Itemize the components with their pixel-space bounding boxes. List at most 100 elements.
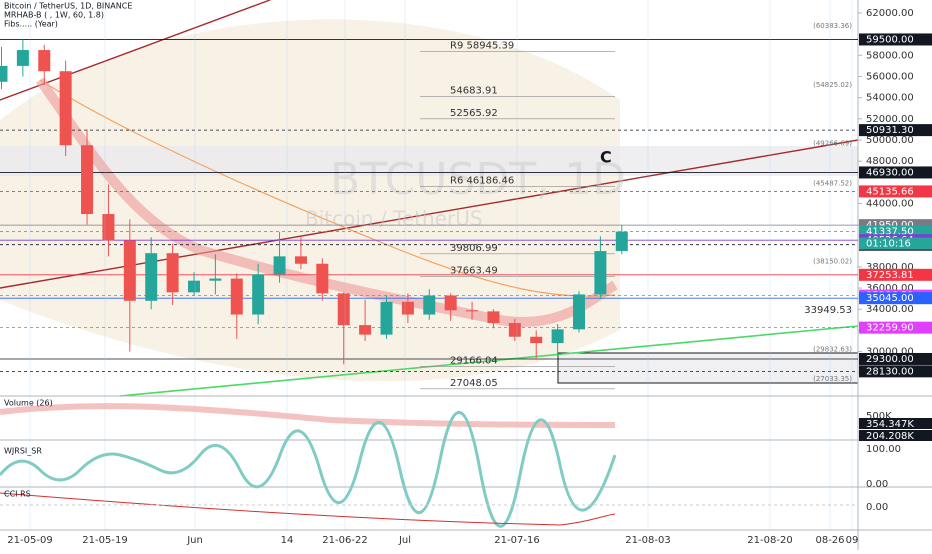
- y-tick-label: 54000.00: [866, 93, 914, 104]
- pane-title: WJRSI_SR: [4, 447, 42, 456]
- pane-tick: 0.00: [866, 502, 888, 513]
- fib-label: (49266.69): [813, 140, 852, 148]
- pane-tick: 0.00: [866, 479, 888, 490]
- price-tag: [859, 268, 932, 281]
- candle-body: [16, 50, 29, 66]
- price-tag: [859, 166, 932, 179]
- rsi-line: [0, 410, 617, 528]
- pivot-label: 39806.99: [450, 243, 498, 254]
- candle-body: [294, 256, 307, 264]
- price-tag-label: 50931.30: [866, 125, 914, 136]
- y-tick-label: 52000.00: [866, 114, 914, 125]
- candle-body: [38, 50, 51, 72]
- countdown-tag: [859, 237, 932, 250]
- price-tag: [859, 321, 932, 334]
- x-tick-label: Jun: [186, 535, 203, 546]
- watermark-title: BTCUSDT, 1D: [330, 154, 626, 205]
- candle-body: [145, 253, 158, 301]
- y-tick-label: 58000.00: [866, 50, 914, 61]
- header-fibs: Fibs..... (Year): [4, 20, 58, 29]
- cci-line: [0, 492, 616, 526]
- pane-tag: [859, 418, 932, 429]
- side-label: 33949.53: [804, 305, 852, 316]
- y-tick-label: 30000.00: [866, 347, 914, 358]
- candle-body: [594, 251, 607, 295]
- candle-body: [508, 322, 521, 337]
- candle-body: [209, 278, 222, 281]
- header-indicator: MRHAB-B ( , 1W, 60, 1.8): [4, 11, 104, 20]
- y-tick-label: 62000.00: [866, 8, 914, 19]
- pivot-label: 52565.92: [450, 108, 498, 119]
- candle-body: [337, 293, 350, 326]
- countdown: 01:10:16: [866, 239, 911, 250]
- pivot-label: 27048.05: [450, 378, 498, 389]
- price-tag: [859, 365, 932, 378]
- x-tick-label: 21-08-03: [625, 535, 670, 546]
- pane-tag: [859, 430, 932, 441]
- candle-body: [380, 301, 393, 335]
- candle-body: [487, 311, 500, 323]
- zone-label: C: [600, 148, 612, 167]
- price-tag-label: 59500.00: [866, 34, 914, 45]
- fib-label: (27033.35): [813, 375, 852, 383]
- candle-body: [102, 214, 115, 241]
- x-tick-label: 08-26: [815, 535, 844, 546]
- x-tick-label: 09: [846, 535, 859, 546]
- pane-tag-label: 204.208K: [866, 431, 914, 442]
- price-tag: [859, 352, 932, 365]
- candle-body: [615, 231, 628, 252]
- candle-body: [359, 325, 372, 335]
- candle-body: [551, 329, 564, 344]
- price-tag: [859, 124, 932, 137]
- pane-title: CCI RS: [4, 490, 31, 499]
- price-tag-label: 29300.00: [866, 354, 914, 365]
- y-tick-label: 50000.00: [866, 135, 914, 146]
- x-tick-label: Jul: [398, 535, 411, 546]
- y-tick-label: 36000.00: [866, 283, 914, 294]
- candle-body: [123, 240, 136, 301]
- volume-wave: [0, 403, 616, 428]
- candle-body: [466, 310, 479, 312]
- candle-body: [423, 295, 436, 315]
- price-tag-label: 41337.50: [866, 227, 914, 238]
- candle-body: [187, 280, 200, 293]
- fib-label: (63162.53): [813, 0, 852, 1]
- x-tick-label: 21-05-09: [7, 535, 52, 546]
- trend-line: [0, 139, 859, 289]
- pivot-label: 37663.49: [450, 265, 498, 276]
- x-tick-label: 21-06-22: [322, 535, 367, 546]
- x-tick-label: 21-05-19: [82, 535, 127, 546]
- price-tag-label: 32259.90: [866, 323, 914, 334]
- pane-tick: 100.00: [866, 444, 901, 455]
- price-tag-label: 35045.00: [866, 293, 914, 304]
- price-tag-label: 46930.00: [866, 167, 914, 178]
- candle-body: [166, 253, 179, 293]
- pane-tick: 500K: [866, 411, 892, 422]
- candle-body: [59, 71, 72, 146]
- x-tick-label: 21-08-20: [747, 535, 792, 546]
- candle-body: [81, 145, 94, 215]
- x-tick-label: 21-07-16: [494, 535, 539, 546]
- header-symbol: Bitcoin / TetherUS, 1D, BINANCE: [4, 2, 132, 11]
- price-tag: [859, 33, 932, 46]
- price-tag-label: 28130.00: [866, 366, 914, 377]
- candle-body: [230, 278, 243, 315]
- zone-box: [0, 146, 858, 176]
- fib-label: (54825.02): [813, 81, 852, 89]
- fib-label: (45487.52): [813, 180, 852, 188]
- fib-label: (38150.02): [813, 257, 852, 265]
- trend-line: [119, 325, 859, 397]
- price-tag-label: 37253.81: [866, 270, 914, 281]
- pane-tag-label: 354.347K: [866, 419, 914, 430]
- candle-body: [252, 274, 265, 315]
- price-tag: [859, 185, 932, 198]
- price-tag-label: 45135.66: [866, 186, 914, 197]
- zone-box: [557, 352, 859, 384]
- x-tick-label: 14: [281, 535, 294, 546]
- candle-body: [316, 263, 329, 294]
- y-tick-label: 48000.00: [866, 156, 914, 167]
- candle-body: [444, 295, 457, 311]
- candle-body: [0, 65, 8, 82]
- fib-label: (29832.63): [813, 345, 852, 353]
